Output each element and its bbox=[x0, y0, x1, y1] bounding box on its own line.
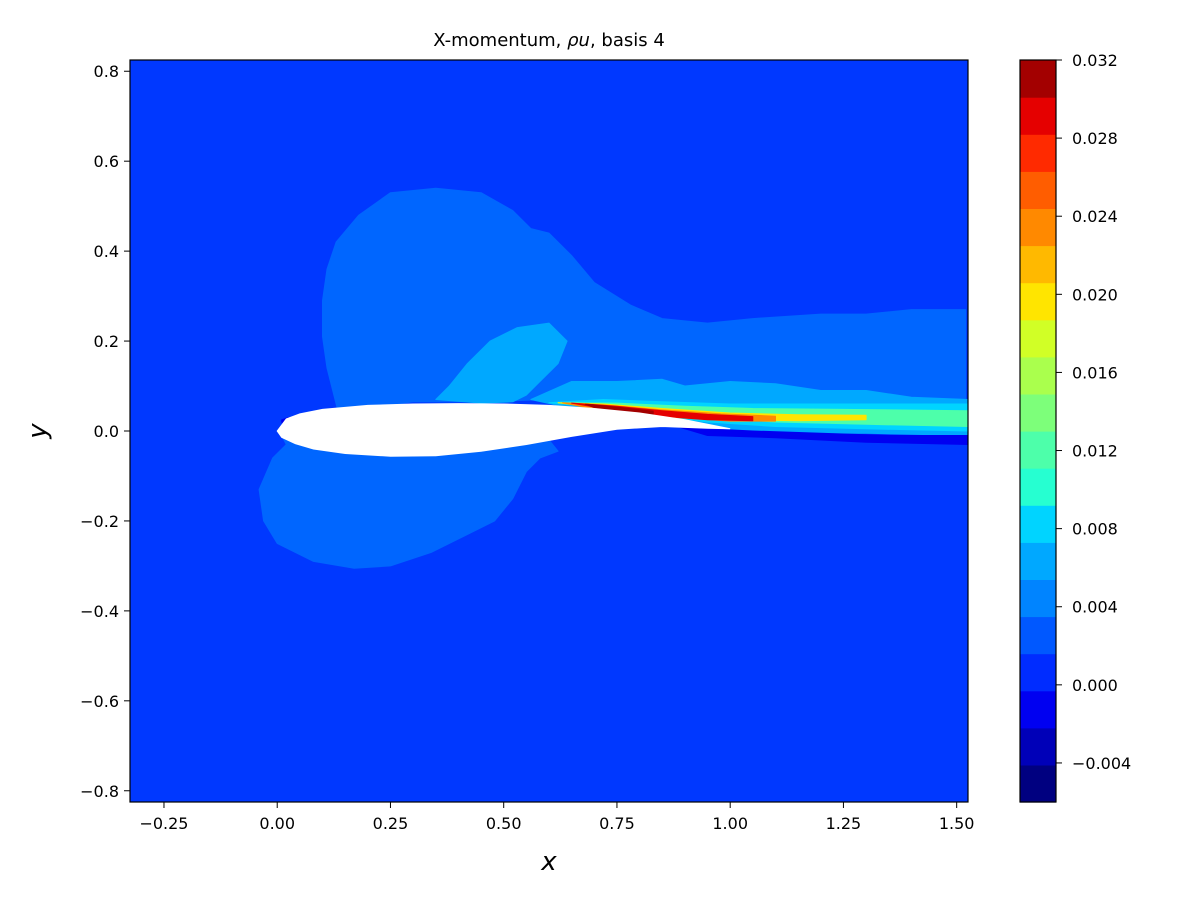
colorbar-tick-label: 0.028 bbox=[1072, 129, 1118, 148]
y-tick-label: 0.4 bbox=[94, 242, 119, 261]
colorbar-tick-label: 0.024 bbox=[1072, 207, 1118, 226]
contour-region-upper-inner bbox=[435, 322, 568, 404]
colorbar-tick-label: 0.016 bbox=[1072, 363, 1118, 382]
x-tick-label: 1.25 bbox=[826, 814, 862, 833]
title-suffix: , basis 4 bbox=[590, 30, 665, 51]
x-tick-label: 1.00 bbox=[712, 814, 748, 833]
colorbar-tick-label: 0.012 bbox=[1072, 442, 1118, 461]
colorbar-band bbox=[1020, 97, 1056, 135]
y-tick-label: −0.6 bbox=[80, 692, 119, 711]
y-tick-label: 0.6 bbox=[94, 152, 119, 171]
title-prefix: X-momentum, bbox=[433, 30, 567, 51]
colorbar-frame bbox=[1019, 59, 1057, 803]
y-tick-label: 0.8 bbox=[94, 62, 119, 81]
colorbar-band bbox=[1020, 690, 1056, 729]
x-axis-label: x bbox=[540, 847, 557, 877]
x-axis-ticks: −0.25 0.00 0.25 0.50 0.75 1.00 1.25 1.50 bbox=[139, 802, 974, 833]
colorbar-band bbox=[1020, 171, 1056, 209]
colorbar bbox=[1020, 60, 1056, 803]
y-tick-label: 0.0 bbox=[94, 422, 119, 441]
colorbar-band bbox=[1020, 60, 1056, 98]
airfoil-shape bbox=[276, 403, 731, 457]
colorbar-band bbox=[1020, 653, 1056, 692]
colorbar-band bbox=[1020, 579, 1056, 618]
colorbar-tick-label: 0.008 bbox=[1072, 520, 1118, 539]
colorbar-tick-label: 0.004 bbox=[1072, 598, 1118, 617]
y-tick-label: −0.8 bbox=[80, 782, 119, 801]
contour-regions bbox=[258, 187, 968, 569]
colorbar-band bbox=[1020, 393, 1056, 432]
y-axis-label: y bbox=[23, 423, 53, 440]
colorbar-band bbox=[1020, 542, 1056, 580]
title-symbol: ρu bbox=[567, 30, 590, 51]
colorbar-tick-label: 0.000 bbox=[1072, 676, 1118, 695]
x-tick-label: 1.50 bbox=[939, 814, 975, 833]
colorbar-band bbox=[1020, 505, 1056, 543]
colorbar-band bbox=[1020, 319, 1056, 358]
x-tick-label: 0.25 bbox=[373, 814, 409, 833]
x-tick-label: 0.00 bbox=[259, 814, 295, 833]
plot-area bbox=[130, 60, 968, 802]
x-tick-label: 0.75 bbox=[599, 814, 635, 833]
colorbar-band bbox=[1020, 356, 1056, 395]
colorbar-tick-label: −0.004 bbox=[1072, 754, 1131, 773]
colorbar-band bbox=[1020, 727, 1056, 766]
colorbar-band bbox=[1020, 208, 1056, 247]
x-tick-label: 0.50 bbox=[486, 814, 522, 833]
y-tick-label: −0.2 bbox=[80, 512, 119, 531]
colorbar-band bbox=[1020, 616, 1056, 655]
y-tick-label: −0.4 bbox=[80, 602, 119, 621]
colorbar-band bbox=[1020, 764, 1056, 803]
colorbar-band bbox=[1020, 282, 1056, 321]
contour-region-wake-core bbox=[584, 403, 654, 415]
colorbar-ticks: −0.004 0.000 0.004 0.008 0.012 0.016 0.020 0.02… bbox=[1056, 51, 1131, 773]
x-tick-label: −0.25 bbox=[139, 814, 188, 833]
colorbar-band bbox=[1020, 134, 1056, 172]
y-axis-ticks: −0.8 −0.6 −0.4 −0.2 0.0 0.2 0.4 0.6 0.8 bbox=[80, 62, 130, 801]
colorbar-band bbox=[1020, 245, 1056, 284]
chart-title: X-momentum, ρu, basis 4 bbox=[433, 30, 665, 51]
contour-region-wake-negative bbox=[661, 421, 968, 445]
colorbar-tick-label: 0.020 bbox=[1072, 285, 1118, 304]
colorbar-band bbox=[1020, 468, 1056, 506]
colorbar-tick-label: 0.032 bbox=[1072, 51, 1118, 70]
y-tick-label: 0.2 bbox=[94, 332, 119, 351]
colorbar-band bbox=[1020, 431, 1056, 469]
